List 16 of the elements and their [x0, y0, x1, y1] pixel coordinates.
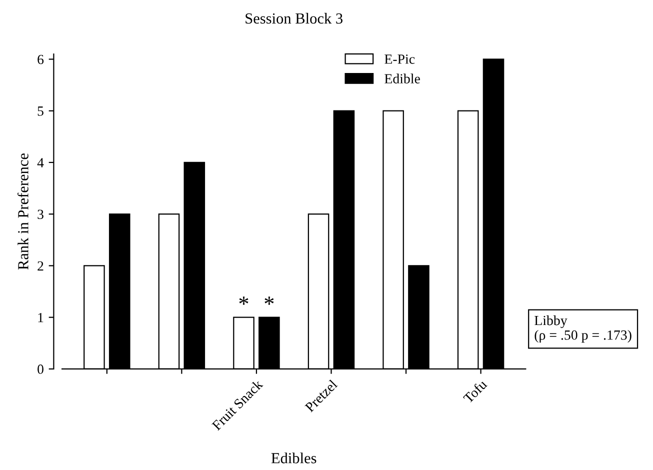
- y-axis-title: Rank in Preference: [17, 153, 28, 270]
- chart-title: Session Block 3: [246, 12, 342, 24]
- annotation: *: [264, 296, 274, 305]
- y-tick-label: 4: [37, 158, 44, 168]
- x-axis-title: Edibles: [271, 452, 316, 464]
- y-tick-label: 2: [38, 261, 44, 271]
- y-tick-label: 0: [38, 364, 44, 374]
- y-tick-label: 6: [38, 54, 44, 64]
- y-tick-label: 5: [38, 106, 44, 116]
- text: Libby (ρ = .50 p = .173): [534, 315, 632, 343]
- y-tick-label: 3: [38, 210, 44, 220]
- legend-label: Edible: [384, 74, 420, 84]
- annotation: *: [239, 296, 248, 305]
- x-tick-label: Tofu: [462, 378, 488, 404]
- y-tick-label: 1: [38, 312, 44, 322]
- legend-label: E-Pic: [384, 54, 415, 64]
